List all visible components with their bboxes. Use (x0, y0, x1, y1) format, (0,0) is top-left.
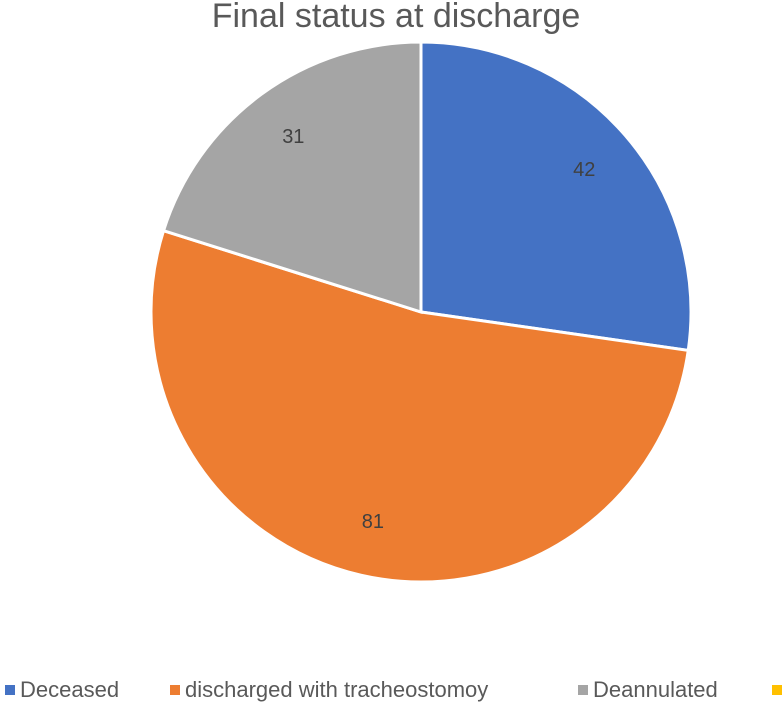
pie-slice (161, 40, 423, 315)
data-label: 42 (573, 159, 595, 181)
legend-label: Deannulated (593, 677, 718, 702)
legend-marker (578, 685, 588, 695)
legend-label: Deceased (20, 677, 119, 702)
legend-marker (5, 685, 15, 695)
data-label: 31 (282, 126, 304, 148)
pie-slice (149, 228, 690, 584)
legend-marker (772, 685, 782, 695)
legend-label: discharged with tracheostomoy (185, 677, 488, 702)
legend-marker (170, 685, 180, 695)
pie-slice (419, 40, 693, 353)
chart-title: Final status at discharge (212, 0, 581, 35)
data-label: 81 (362, 511, 384, 533)
